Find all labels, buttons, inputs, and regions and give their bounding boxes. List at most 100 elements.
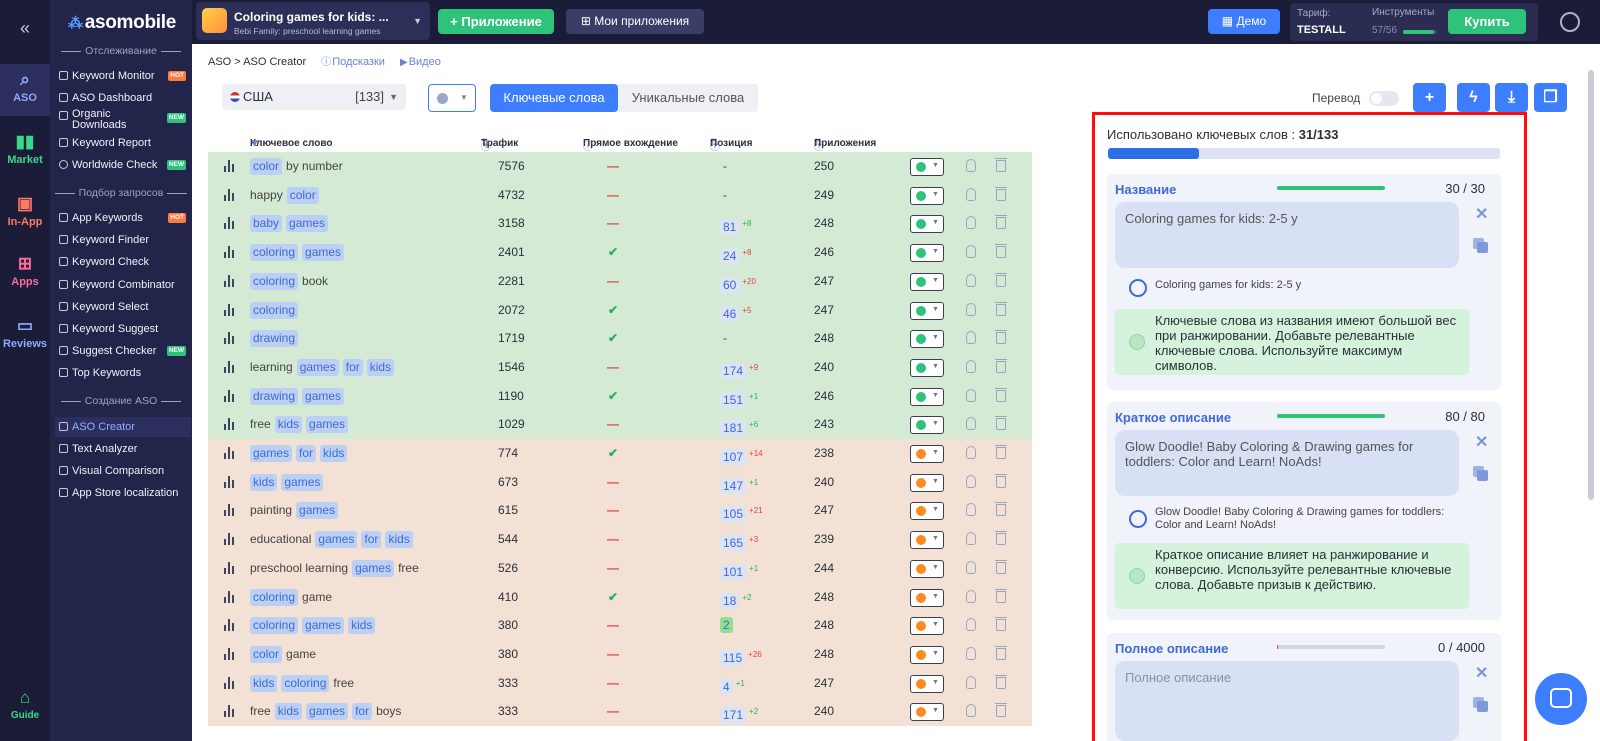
sidebar-item-aso-dashboard[interactable]: ASO Dashboard: [55, 88, 191, 108]
trash-icon[interactable]: [995, 559, 1007, 574]
color-tag-select[interactable]: ▼: [910, 358, 944, 377]
color-tag-select[interactable]: ▼: [910, 244, 944, 263]
bar-chart-icon[interactable]: [224, 705, 236, 718]
color-tag-select[interactable]: ▼: [910, 186, 944, 205]
color-tag-select[interactable]: ▼: [910, 445, 944, 463]
bar-chart-icon[interactable]: [224, 332, 236, 345]
color-tag-select[interactable]: ▼: [910, 473, 944, 492]
rail-item-apps[interactable]: ⊞ Apps: [0, 254, 50, 288]
sidebar-item-organic-downloads[interactable]: Organic Downloads NEW: [55, 108, 191, 132]
rail-item-reviews[interactable]: ▭ Reviews: [0, 316, 50, 350]
copy-icon[interactable]: [1473, 697, 1489, 713]
trash-icon[interactable]: [995, 502, 1007, 517]
rail-item-market[interactable]: ▮▮ Market: [0, 132, 50, 166]
bar-chart-icon[interactable]: [224, 504, 236, 517]
sidebar-item-keyword-monitor[interactable]: Keyword Monitor HOT: [55, 66, 191, 86]
trash-icon[interactable]: [995, 674, 1007, 689]
color-tag-select[interactable]: ▼: [910, 617, 944, 636]
trash-icon[interactable]: [995, 645, 1007, 660]
page-scrollbar[interactable]: [1588, 70, 1594, 500]
sidebar-item-top-keywords[interactable]: Top Keywords: [55, 363, 191, 383]
lightbulb-icon[interactable]: [966, 273, 976, 287]
bar-chart-icon[interactable]: [224, 160, 236, 172]
color-tag-select[interactable]: ▼: [910, 502, 944, 521]
hints-link[interactable]: Подсказки: [332, 56, 385, 68]
lightbulb-icon[interactable]: [966, 446, 976, 459]
trash-icon[interactable]: [995, 186, 1007, 201]
sidebar-item-keyword-check[interactable]: Keyword Check: [55, 252, 191, 272]
lightbulb-icon[interactable]: [966, 589, 976, 603]
bar-chart-icon[interactable]: [224, 389, 236, 402]
tab-keywords[interactable]: Ключевые слова: [490, 84, 618, 112]
trash-icon[interactable]: [995, 215, 1007, 230]
clear-icon[interactable]: ✕: [1475, 434, 1489, 451]
trash-icon[interactable]: [995, 531, 1007, 546]
lightbulb-icon[interactable]: [966, 302, 976, 316]
download-button[interactable]: ⤓: [1495, 83, 1528, 112]
add-button[interactable]: +: [1413, 83, 1446, 112]
bar-chart-icon[interactable]: [224, 676, 236, 689]
bar-chart-icon[interactable]: [224, 590, 236, 603]
bar-chart-icon[interactable]: [224, 647, 236, 660]
lightbulb-icon[interactable]: [966, 503, 976, 517]
lightbulb-icon[interactable]: [966, 216, 976, 230]
trash-icon[interactable]: [995, 244, 1007, 259]
add-app-button[interactable]: + Приложение: [438, 9, 554, 34]
color-filter-select[interactable]: ▼: [428, 84, 476, 112]
lightbulb-icon[interactable]: [966, 675, 976, 689]
clear-icon[interactable]: ✕: [1475, 665, 1489, 682]
sidebar-item-keyword-report[interactable]: Keyword Report: [55, 133, 191, 153]
lightbulb-icon[interactable]: [966, 704, 976, 718]
lightbulb-icon[interactable]: [966, 331, 976, 345]
my-apps-button[interactable]: ⊞ Мои приложения: [566, 9, 704, 34]
sidebar-item-aso-creator[interactable]: ASO Creator: [55, 417, 191, 437]
sidebar-item-keyword-combinator[interactable]: Keyword Combinator: [55, 275, 191, 295]
sidebar-item-worldwide-check[interactable]: Worldwide Check NEW: [55, 155, 191, 175]
rail-item-aso[interactable]: ⌕ ASO: [0, 64, 50, 116]
bar-chart-icon[interactable]: [224, 533, 236, 546]
rail-item-inapp[interactable]: ▣ In-App: [0, 194, 50, 228]
bar-chart-icon[interactable]: [224, 274, 236, 287]
color-tag-select[interactable]: ▼: [910, 416, 944, 435]
lightbulb-icon[interactable]: [966, 359, 976, 373]
bar-chart-icon[interactable]: [224, 447, 236, 459]
bar-chart-icon[interactable]: [224, 217, 236, 230]
trash-icon[interactable]: [995, 301, 1007, 316]
buy-button[interactable]: Купить: [1448, 9, 1526, 34]
support-chat-button[interactable]: [1535, 673, 1587, 725]
trash-icon[interactable]: [995, 445, 1007, 459]
bar-chart-icon[interactable]: [224, 246, 236, 259]
trash-icon[interactable]: [995, 272, 1007, 287]
bar-chart-icon[interactable]: [224, 418, 236, 431]
trash-icon[interactable]: [995, 617, 1007, 632]
lightbulb-icon[interactable]: [966, 560, 976, 574]
color-tag-select[interactable]: ▼: [910, 645, 944, 664]
copy-icon[interactable]: [1473, 238, 1489, 254]
color-tag-select[interactable]: ▼: [910, 531, 944, 550]
color-tag-select[interactable]: ▼: [910, 703, 944, 722]
app-selector[interactable]: Coloring games for kids: ... Bebi Family…: [196, 2, 430, 40]
copy-icon[interactable]: [1473, 466, 1489, 482]
lightbulb-icon[interactable]: [966, 474, 976, 488]
color-tag-select[interactable]: ▼: [910, 559, 944, 578]
bar-chart-icon[interactable]: [224, 475, 236, 488]
color-tag-select[interactable]: ▼: [910, 158, 944, 176]
translate-toggle[interactable]: [1369, 91, 1399, 106]
trash-icon[interactable]: [995, 387, 1007, 402]
account-icon[interactable]: [1560, 12, 1580, 32]
lightbulb-icon[interactable]: [966, 618, 976, 632]
demo-button[interactable]: ▦ Демо: [1208, 9, 1280, 34]
rail-item-guide[interactable]: ⌂ Guide: [0, 688, 50, 721]
full-description-input[interactable]: Полное описание: [1115, 661, 1459, 741]
color-tag-select[interactable]: ▼: [910, 387, 944, 406]
tab-unique-words[interactable]: Уникальные слова: [631, 90, 745, 105]
short-description-input[interactable]: Glow Doodle! Baby Coloring & Drawing gam…: [1115, 430, 1459, 496]
country-select[interactable]: США [133] ▼: [222, 84, 406, 110]
color-tag-select[interactable]: ▼: [910, 588, 944, 607]
color-tag-select[interactable]: ▼: [910, 674, 944, 693]
trash-icon[interactable]: [995, 416, 1007, 431]
color-tag-select[interactable]: ▼: [910, 215, 944, 234]
lightbulb-icon[interactable]: [966, 532, 976, 546]
lightbulb-icon[interactable]: [966, 159, 976, 172]
sidebar-item-suggest-checker[interactable]: Suggest Checker NEW: [55, 341, 191, 361]
